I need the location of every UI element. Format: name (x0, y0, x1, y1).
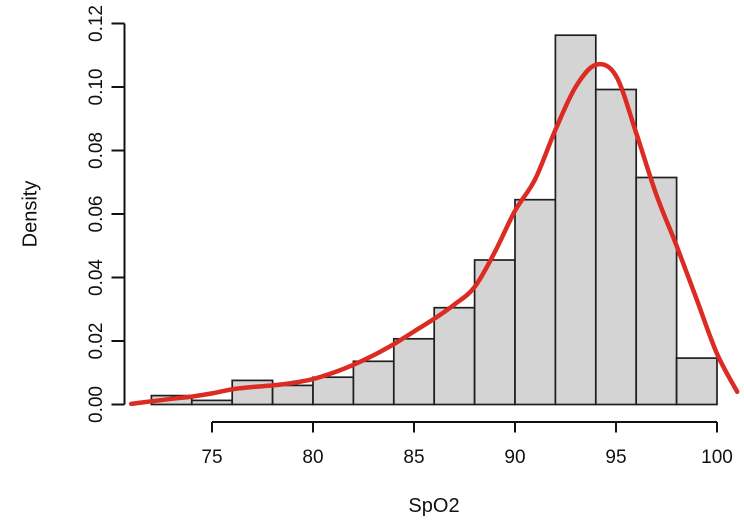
y-tick-label: 0.02 (86, 323, 107, 360)
x-tick-label: 75 (201, 447, 222, 468)
y-tick-label: 0.06 (86, 196, 107, 233)
x-tick-label: 85 (403, 447, 424, 468)
y-tick-label: 0.00 (86, 386, 107, 423)
histogram-bar (392, 337, 436, 406)
histogram-bar (352, 360, 395, 406)
x-tick-label: 100 (701, 447, 733, 468)
histogram-bar (514, 198, 557, 406)
x-tick-label: 95 (605, 447, 626, 468)
histogram-bar (635, 176, 678, 406)
histogram-bar (473, 259, 516, 406)
histogram-bar (675, 357, 718, 406)
histogram-bar (271, 384, 314, 406)
x-tick-label: 80 (302, 447, 323, 468)
chart-root: 75 80 85 90 95 100 0.00 0.02 0.04 0.06 0.08 0.10 0.1… (86, 5, 740, 468)
histogram-bar (433, 306, 476, 406)
y-tick-label: 0.04 (86, 259, 107, 296)
density-curve (128, 61, 740, 407)
x-tick-label: 90 (504, 447, 525, 468)
x-axis-title: SpO2 (408, 495, 459, 517)
y-tick-label: 0.10 (86, 69, 107, 106)
histogram-bar (190, 399, 234, 406)
y-tick-label: 0.08 (86, 132, 107, 169)
y-tick-label: 0.12 (86, 5, 107, 42)
histogram-bar (312, 376, 355, 406)
y-axis-title: Density (19, 181, 41, 248)
histogram-bar (594, 88, 638, 406)
